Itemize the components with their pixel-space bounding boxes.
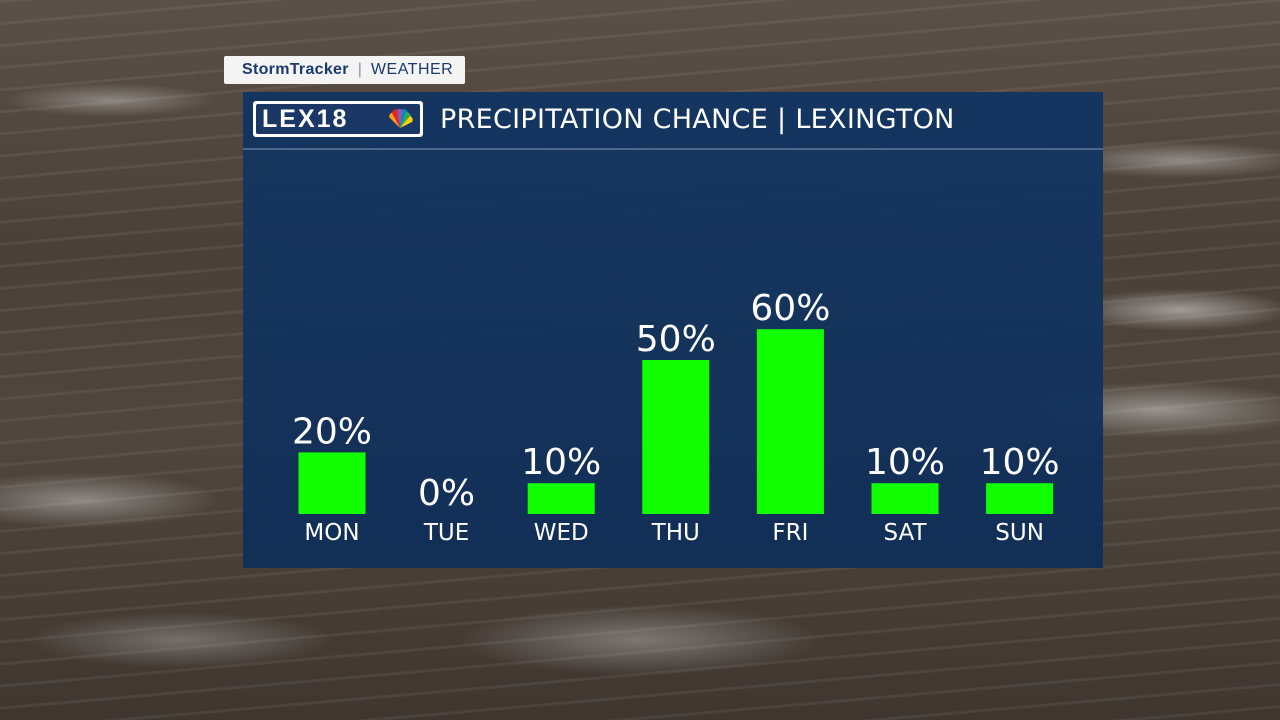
- category-label-sat: SAT: [883, 520, 927, 546]
- bar-thu: [642, 360, 710, 514]
- category-label-fri: FRI: [772, 520, 808, 546]
- category-label-thu: THU: [651, 520, 700, 546]
- category-label-sun: SUN: [995, 520, 1044, 546]
- panel-header: LEX18 PRECIPITATION CHANCE | LEXINGTON: [243, 92, 1103, 150]
- category-label-wed: WED: [534, 520, 589, 546]
- value-label-mon: 20%: [292, 411, 372, 452]
- value-label-sun: 10%: [980, 442, 1060, 483]
- bar-sun: [986, 483, 1054, 514]
- tag-section: WEATHER: [370, 61, 454, 78]
- category-label-tue: TUE: [423, 520, 469, 546]
- bar-sat: [871, 483, 939, 514]
- value-label-wed: 10%: [521, 442, 601, 483]
- value-label-sat: 10%: [865, 442, 945, 483]
- nbc-peacock-icon: [389, 108, 413, 128]
- forecast-panel: LEX18 PRECIPITATION CHANCE | LEXINGTON 2…: [243, 92, 1103, 568]
- value-label-thu: 50%: [636, 319, 716, 360]
- value-label-fri: 60%: [750, 288, 830, 329]
- station-logo: LEX18: [253, 101, 423, 137]
- bar-fri: [756, 329, 824, 514]
- stormtracker-tag: StormTracker | WEATHER: [224, 56, 466, 84]
- tag-separator: |: [357, 61, 362, 78]
- precip-bar-chart: 20% MON 0% TUE 10% WED 50% THU 60% FRI 10% SAT 10% SU…: [292, 288, 1060, 546]
- bar-wed: [527, 483, 595, 514]
- logo-text: LEX18: [262, 105, 349, 133]
- value-label-tue: 0%: [418, 473, 475, 514]
- bar-mon: [298, 452, 366, 514]
- station-logo-inner: LEX18: [256, 104, 420, 134]
- chart-title: PRECIPITATION CHANCE | LEXINGTON: [440, 104, 955, 135]
- category-label-mon: MON: [304, 520, 359, 546]
- tag-brand: StormTracker: [242, 61, 349, 78]
